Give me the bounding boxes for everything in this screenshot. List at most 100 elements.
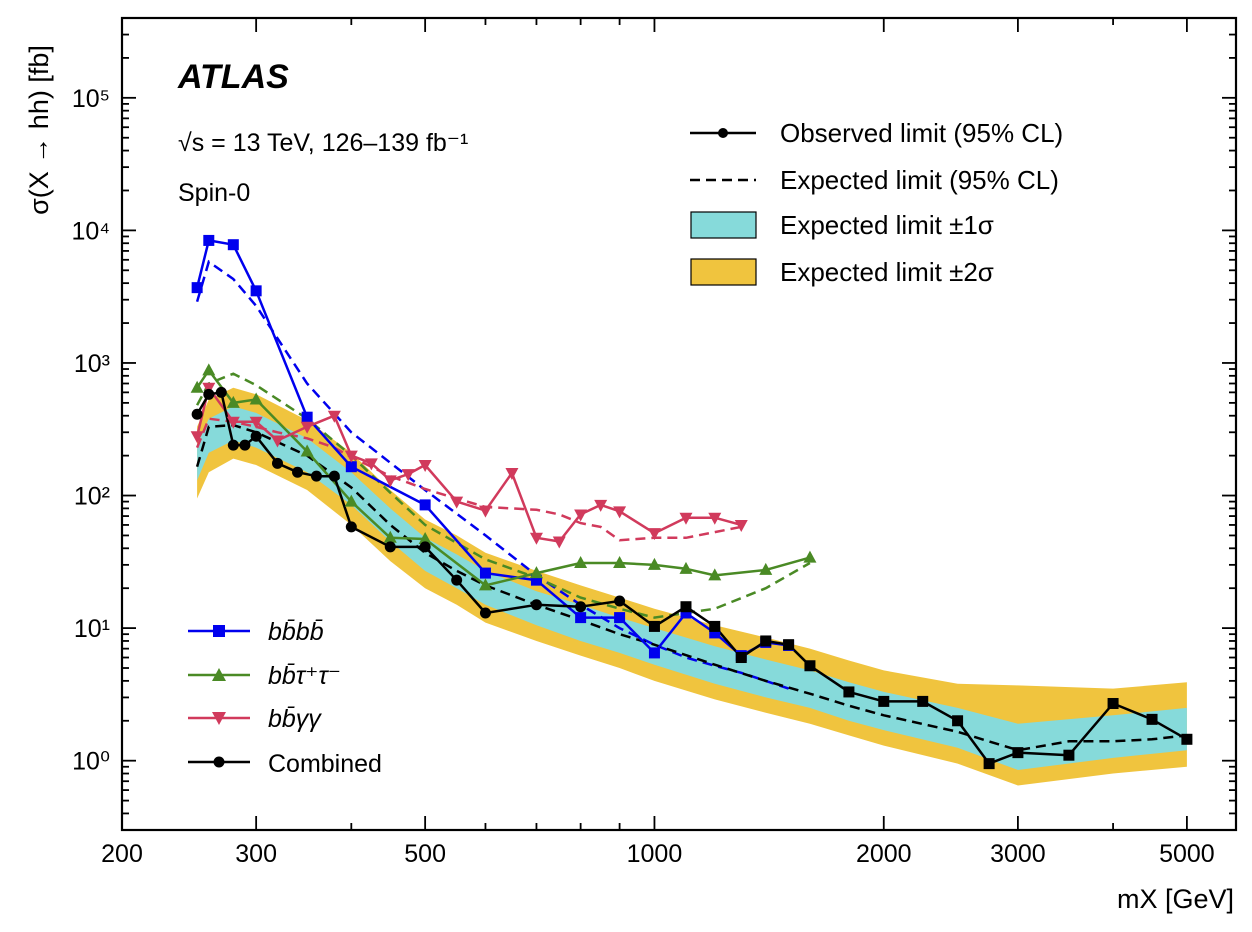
- marker-combined: [239, 439, 251, 451]
- marker-bbtautau: [190, 380, 204, 393]
- marker-bbyy: [594, 499, 608, 512]
- band-2sigma: [197, 387, 1187, 786]
- legend-combined: Combined: [188, 750, 382, 778]
- marker-bbyy: [647, 528, 661, 541]
- marker-combined: [328, 470, 340, 482]
- marker-bbyy: [249, 416, 263, 429]
- legend-bbtautau: bb̄τ⁺τ⁻: [188, 662, 341, 690]
- marker-bbtautau: [478, 578, 492, 591]
- marker-bbyy: [364, 458, 378, 471]
- marker-bbbb: [479, 567, 491, 579]
- marker-bbtautau: [529, 566, 543, 579]
- marker-bbyy: [708, 512, 722, 525]
- x-tick-label: 5000: [1159, 840, 1215, 868]
- marker-bbtautau: [344, 494, 358, 507]
- marker-bbbb: [345, 461, 357, 473]
- legend-expected: Expected limit (95% CL): [690, 165, 1059, 195]
- marker-combined: [479, 607, 491, 619]
- marker-bbtautau: [202, 363, 216, 376]
- axis-ticks: [121, 17, 1236, 831]
- marker-combined: [843, 686, 855, 698]
- marker-bbyy: [418, 459, 432, 472]
- marker-bbbb: [648, 647, 660, 659]
- marker-bbyy: [529, 532, 543, 545]
- marker-combined: [1012, 747, 1024, 759]
- legend-bbbb-label: bb̄bb̄: [268, 618, 324, 646]
- y-tick-label: 10¹: [74, 615, 110, 643]
- marker-combined: [917, 695, 929, 707]
- marker-combined: [1181, 733, 1193, 745]
- model-label: Spin-0: [178, 179, 250, 207]
- plot-frame: [120, 16, 1238, 832]
- marker-bbyy: [613, 506, 627, 519]
- marker-combined: [530, 599, 542, 611]
- legend-bbtautau-label: bb̄τ⁺τ⁻: [268, 662, 341, 690]
- marker-combined: [952, 715, 964, 727]
- x-tick-label: 2000: [856, 840, 912, 868]
- marker-combined: [735, 652, 747, 664]
- marker-bbyy: [574, 509, 588, 522]
- marker-bbyy: [270, 435, 284, 448]
- marker-bbyy: [344, 450, 358, 463]
- marker-bbyy: [450, 496, 464, 509]
- x-tick-label: 200: [101, 840, 143, 868]
- x-tick-label: 300: [235, 840, 277, 868]
- legend-channels: bb̄bb̄ bb̄τ⁺τ⁻ bb̄γγ Combined: [188, 618, 382, 778]
- energy-lumi-label: √s = 13 TeV, 126–139 fb⁻¹: [178, 129, 468, 157]
- marker-bbtautau: [708, 568, 722, 581]
- marker-combined: [191, 408, 203, 420]
- marker-bbtautau: [574, 555, 588, 568]
- marker-combined: [271, 457, 283, 469]
- expected-line-bbyy: [195, 417, 742, 542]
- marker-bbyy: [300, 421, 314, 434]
- marker-bbyy: [552, 536, 566, 549]
- marker-combined: [1107, 697, 1119, 709]
- marker-combined: [760, 635, 772, 647]
- y-tick-label: 10⁰: [72, 748, 110, 776]
- expected-line-bbtautau: [195, 372, 811, 619]
- legend-band2: Expected limit ±2σ: [690, 257, 994, 287]
- x-tick-label: 3000: [990, 840, 1046, 868]
- marker-bbtautau: [300, 444, 314, 457]
- marker-combined: [614, 595, 626, 607]
- limit-markers: [190, 234, 1193, 770]
- marker-bbyy: [401, 469, 415, 482]
- marker-bbtautau: [759, 562, 773, 575]
- legend-bbbb: bb̄bb̄: [188, 618, 324, 646]
- legend-band2-label: Expected limit ±2σ: [780, 257, 994, 287]
- legend-bbtautau-marker: [212, 668, 226, 681]
- marker-combined: [419, 541, 431, 553]
- legend-band1-label: Expected limit ±1σ: [780, 210, 994, 240]
- legend-main: Observed limit (95% CL) Expected limit (…: [690, 118, 1063, 287]
- y-tick-label: 10³: [74, 350, 110, 378]
- legend-bbyy-label: bb̄γγ: [268, 705, 322, 733]
- marker-combined: [709, 620, 721, 632]
- marker-bbyy: [505, 467, 519, 480]
- marker-combined: [384, 541, 396, 553]
- marker-bbtautau: [803, 550, 817, 563]
- marker-bbbb: [680, 607, 692, 619]
- legend-band1: Expected limit ±1σ: [690, 210, 994, 240]
- marker-bbbb: [301, 411, 313, 423]
- expected-bands: [197, 387, 1187, 786]
- marker-bbtautau: [679, 561, 693, 574]
- y-tick-label: 10²: [74, 483, 110, 511]
- x-tick-label: 1000: [627, 840, 683, 868]
- legend-bbyy: bb̄γγ: [188, 705, 322, 733]
- marker-combined: [310, 470, 322, 482]
- legend-observed-marker: [718, 128, 728, 138]
- marker-combined: [983, 758, 995, 770]
- marker-bbyy: [190, 431, 204, 444]
- legend-combined-label: Combined: [268, 750, 382, 778]
- marker-bbbb: [203, 234, 215, 246]
- marker-bbtautau: [613, 555, 627, 568]
- legend-observed-label: Observed limit (95% CL): [780, 118, 1063, 148]
- marker-combined: [648, 620, 660, 632]
- marker-bbtautau: [226, 395, 240, 408]
- marker-bbbb: [530, 574, 542, 586]
- marker-combined: [575, 601, 587, 613]
- marker-bbyy: [478, 505, 492, 518]
- marker-combined: [250, 430, 262, 442]
- marker-combined: [878, 695, 890, 707]
